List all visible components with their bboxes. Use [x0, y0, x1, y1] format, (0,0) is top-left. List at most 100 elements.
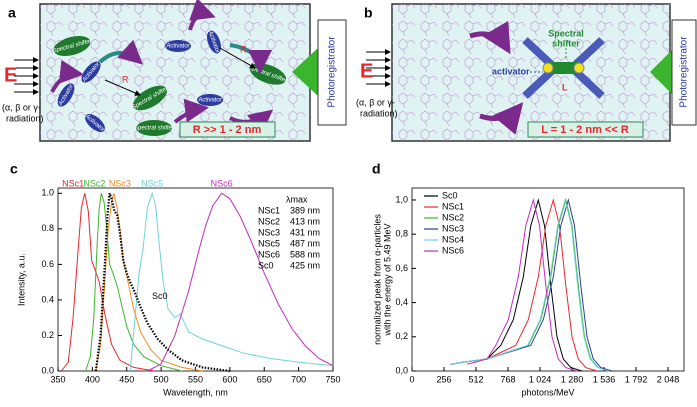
activator-label: activator	[492, 66, 530, 76]
x-tick-label: 1 024	[529, 374, 552, 384]
shifter-label: Spectral	[548, 28, 584, 38]
y-axis-label: with the energy of 5.49 MeV	[382, 223, 392, 336]
shifter-label: shifter	[552, 38, 580, 48]
panel-a: a E (α, β or γ- radiation) Spectral shif…	[2, 0, 347, 142]
relation-box	[179, 121, 276, 138]
y-tick-label: 0.6	[41, 259, 54, 269]
detector-label: Photoregistrator	[327, 36, 338, 108]
panel-label: c	[10, 161, 18, 177]
x-tick-label: 700	[291, 374, 306, 384]
detector-label: Photoregistrator	[679, 36, 690, 108]
x-tick-label: 750	[325, 374, 340, 384]
y-tick-label: 1.0	[41, 188, 54, 198]
series-line	[94, 192, 231, 373]
x-tick-label: 256	[436, 374, 451, 384]
x-tick-label: 600	[222, 374, 237, 384]
x-axis-label: photons/MeV	[521, 387, 574, 397]
detector-box	[671, 19, 697, 126]
x-tick-label: 1 280	[561, 374, 584, 384]
transfer-arrows	[469, 20, 524, 135]
shifter-molecule	[522, 37, 605, 99]
energy-label: E	[4, 64, 17, 86]
x-tick-label: 512	[468, 374, 483, 384]
peak-table-value: 588 nm	[290, 249, 320, 259]
peak-table-title: λmax	[286, 194, 308, 204]
distance-label: R	[122, 74, 129, 84]
legend-label: NSc2	[442, 212, 464, 222]
relation-text: R >> 1 - 2 nm	[193, 124, 262, 136]
legend-label: NSc3	[442, 223, 464, 233]
y-tick-label: 0.4	[41, 294, 54, 304]
series-line	[147, 192, 334, 372]
legend-label: Sc0	[442, 190, 458, 200]
peak-table-value: 389 nm	[290, 205, 320, 215]
y-tick-label: 0,6	[395, 263, 408, 273]
peak-table-value: 425 nm	[290, 260, 320, 270]
peak-table-value: 413 nm	[290, 216, 320, 226]
distance-arrow	[104, 79, 141, 96]
panel-label: b	[364, 5, 373, 21]
y-axis-label: normalized peak from α-particles	[372, 214, 382, 345]
x-tick-label: 1 536	[593, 374, 616, 384]
series-label: NSc2	[83, 178, 105, 188]
radiation-label: radiation)	[6, 113, 44, 123]
detector-cone	[650, 48, 674, 96]
detector-box	[317, 19, 347, 126]
distance-arrow	[219, 47, 256, 69]
radiation-label: (α, β or γ-	[356, 97, 395, 107]
peak-table-name: NSc6	[258, 249, 280, 259]
energy-label: E	[360, 60, 373, 82]
x-tick-label: 500	[154, 374, 169, 384]
x-tick-label: 0	[409, 374, 414, 384]
incoming-arrows	[366, 49, 391, 87]
y-tick-label: 0.0	[41, 365, 54, 375]
panel-b: b E (α, β or γ- radiation) Spectral shif…	[356, 3, 697, 142]
x-tick-label: 550	[188, 374, 203, 384]
radiation-label: (α, β or γ-	[2, 102, 41, 112]
radiation-label: radiation)	[360, 108, 398, 118]
y-axis-label: Intensity, a.u.	[16, 253, 26, 306]
y-tick-label: 1,0	[395, 194, 408, 204]
series-label: NSc3	[109, 178, 131, 188]
x-tick-label: 2 048	[657, 374, 680, 384]
y-tick-label: 0.8	[41, 223, 54, 233]
series-line	[450, 198, 613, 372]
relation-box	[527, 121, 644, 138]
series-line	[61, 193, 155, 372]
y-tick-label: 0.2	[41, 330, 54, 340]
series-label: NSc5	[141, 178, 163, 188]
plot-frame	[411, 187, 685, 372]
x-tick-label: 768	[500, 374, 515, 384]
peak-table-name: NSc3	[258, 227, 280, 237]
series-line	[466, 198, 578, 372]
x-axis-label: Wavelength, nm	[163, 387, 228, 397]
x-tick-label: 350	[50, 374, 65, 384]
series-line	[450, 198, 583, 372]
distance-label: L	[562, 82, 568, 92]
y-tick-label: 0,0	[395, 365, 408, 375]
y-tick-label: 0,2	[395, 331, 408, 341]
incoming-arrows	[14, 57, 39, 95]
series-label: NSc6	[211, 178, 233, 188]
panel-label: a	[8, 5, 16, 21]
peak-table-name: NSc5	[258, 238, 280, 248]
peak-table-name: NSc1	[258, 205, 280, 215]
activator-label: Activator	[197, 98, 222, 104]
x-tick-label: 1 792	[625, 374, 648, 384]
peak-table-value: 487 nm	[290, 238, 320, 248]
relation-text: L = 1 - 2 nm << R	[541, 124, 629, 136]
series-line	[129, 191, 334, 372]
series-label: NSc1	[62, 178, 84, 188]
peak-table-name: Sc0	[258, 260, 274, 270]
series-label: Sc0	[152, 291, 168, 301]
series-line	[85, 193, 182, 372]
peak-table-value: 431 nm	[290, 227, 320, 237]
activator-label: Activator	[165, 44, 190, 50]
shifter-label: Spectral shifter	[134, 126, 175, 132]
series-line	[450, 198, 610, 372]
y-tick-label: 0,4	[395, 297, 408, 307]
series-line	[450, 198, 598, 372]
peak-table-name: NSc2	[258, 216, 280, 226]
legend-label: NSc1	[442, 201, 464, 211]
